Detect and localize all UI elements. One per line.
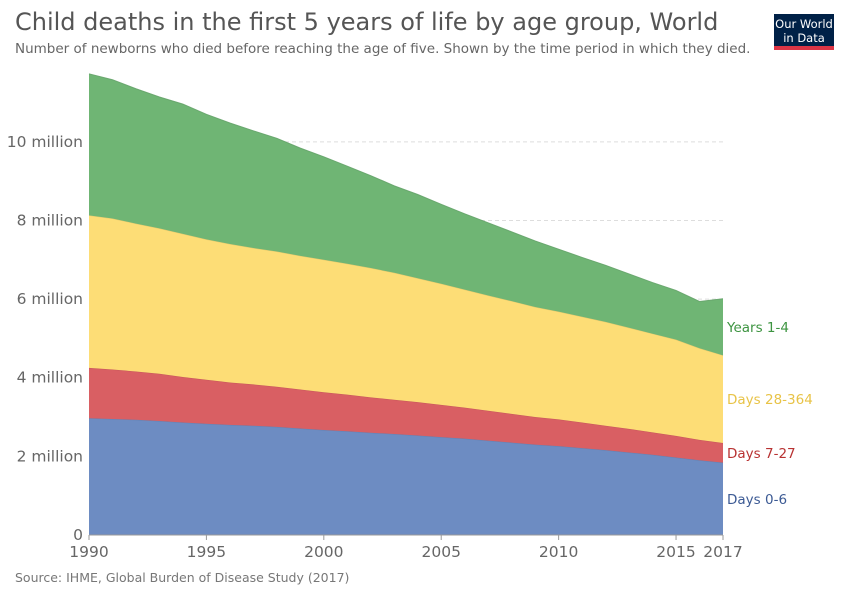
y-tick-label: 6 million [17,290,83,308]
source-note: Source: IHME, Global Burden of Disease S… [15,570,350,585]
x-tick-label: 1995 [187,543,226,561]
logo-line-2: in Data [783,31,825,45]
chart-subtitle: Number of newborns who died before reach… [15,41,751,57]
x-tick-label: 2017 [703,543,742,561]
area-edge [88,73,724,302]
x-tick-label: 1990 [69,543,108,561]
series-label: Days 0-6 [727,492,787,508]
series-labels: Days 0-6 Days 7-27 Days 28-364 Years 1-4 [726,320,813,508]
y-axis-ticks: 0 2 million 4 million 6 million 8 million 10 … [7,133,83,544]
area-days-7-27[interactable] [89,367,723,463]
y-tick-label: 10 million [7,133,83,151]
area-days-28-364[interactable] [89,215,723,443]
x-tick-label: 2000 [304,543,343,561]
area-years-1-4[interactable] [89,73,723,356]
x-tick-label: 2010 [539,543,578,561]
y-tick-label: 4 million [17,369,83,387]
series-label: Days 7-27 [727,446,796,462]
y-tick-label: 8 million [17,211,83,229]
chart-title: Child deaths in the first 5 years of lif… [15,8,719,36]
area-days-0-6[interactable] [89,418,723,535]
series-label: Days 28-364 [727,392,813,408]
y-tick-label: 2 million [17,447,83,465]
series-label: Years 1-4 [726,320,789,336]
x-tick-label: 2005 [421,543,460,561]
area-series [88,73,724,535]
logo-line-1: Our World [775,17,833,31]
owid-logo[interactable]: Our World in Data [774,14,834,50]
x-tick-label: 2015 [656,543,695,561]
x-axis-ticks: 1990 1995 2000 2005 2010 2015 2017 [69,534,743,561]
y-tick-label: 0 [73,526,83,544]
